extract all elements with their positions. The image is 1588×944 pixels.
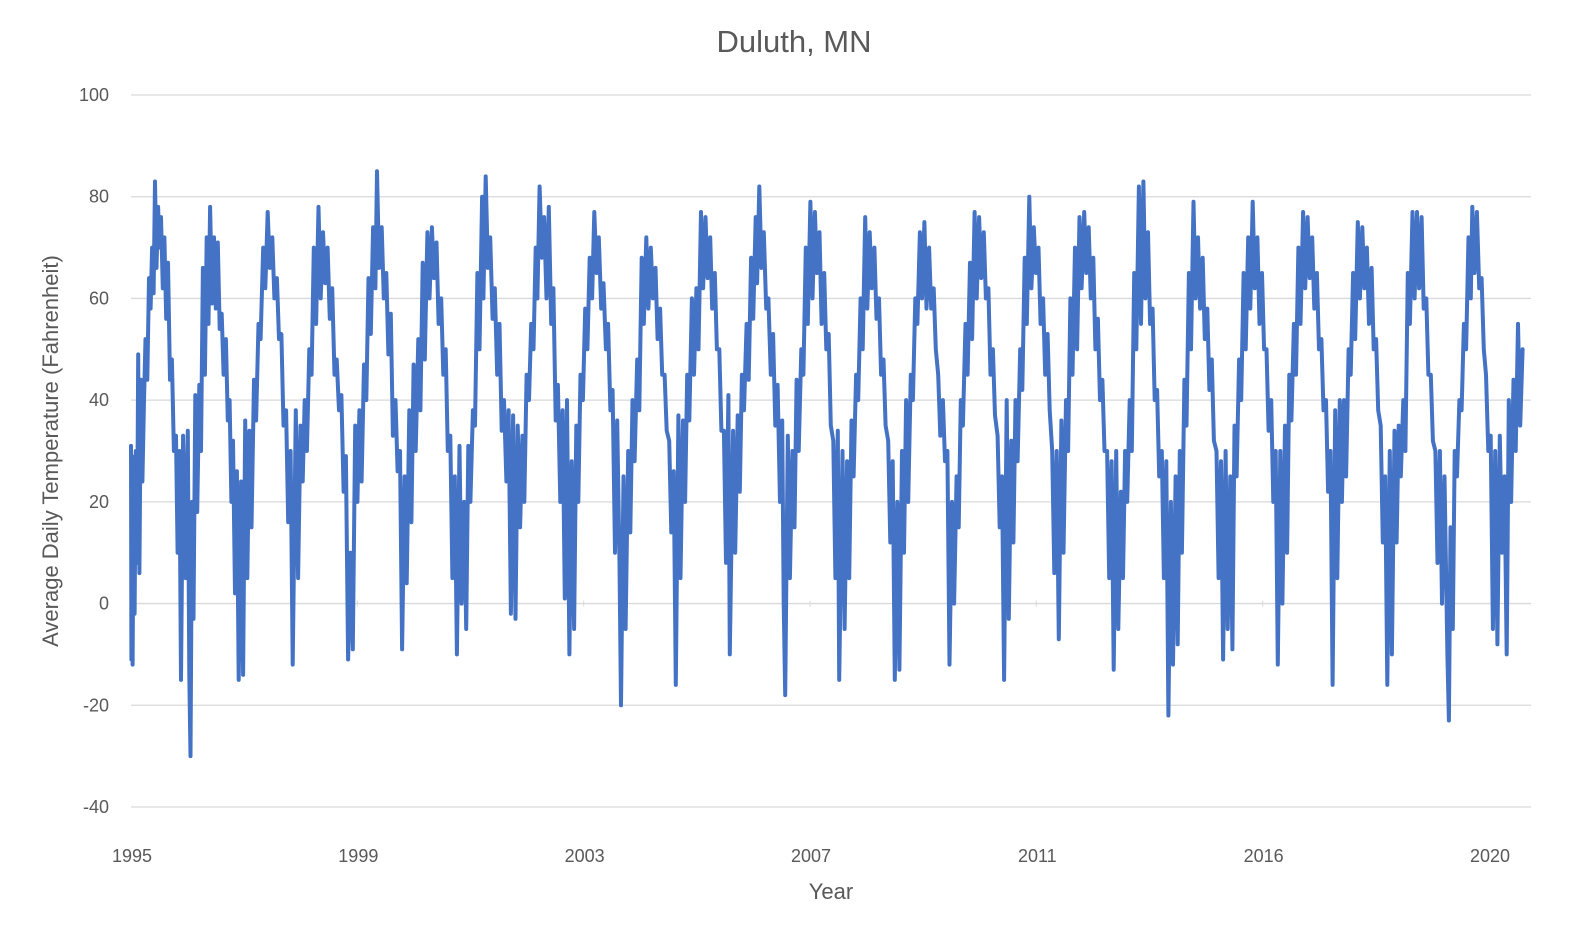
chart-title: Duluth, MN: [716, 24, 871, 59]
y-tick-label: 0: [99, 594, 109, 614]
y-tick-label: -40: [83, 797, 109, 817]
x-tick-label: 1995: [112, 846, 152, 866]
y-tick-label: 80: [89, 187, 109, 207]
series-line-temperature: [129, 169, 1525, 759]
y-axis-ticks: -40 -20 0 20 40 60 80 100: [79, 85, 109, 817]
x-tick-label: 1999: [338, 846, 378, 866]
x-tick-label: 2011: [1018, 846, 1057, 866]
x-axis-ticks: 1995 1999 2003 2007 2011 2016 2020: [112, 600, 1510, 866]
y-tick-label: 40: [89, 390, 109, 410]
y-tick-label: 100: [79, 85, 109, 105]
series-group: [129, 169, 1525, 759]
y-tick-label: -20: [83, 695, 109, 715]
x-tick-label: 2007: [791, 846, 831, 866]
y-axis-title: Average Daily Temperature (Fahrenheit): [38, 255, 63, 647]
x-tick-label: 2016: [1244, 846, 1284, 866]
x-tick-label: 2003: [565, 846, 605, 866]
x-axis-title: Year: [809, 879, 853, 904]
y-tick-label: 60: [89, 288, 109, 308]
x-tick-label: 2020: [1470, 846, 1510, 866]
y-tick-label: 20: [89, 492, 109, 512]
